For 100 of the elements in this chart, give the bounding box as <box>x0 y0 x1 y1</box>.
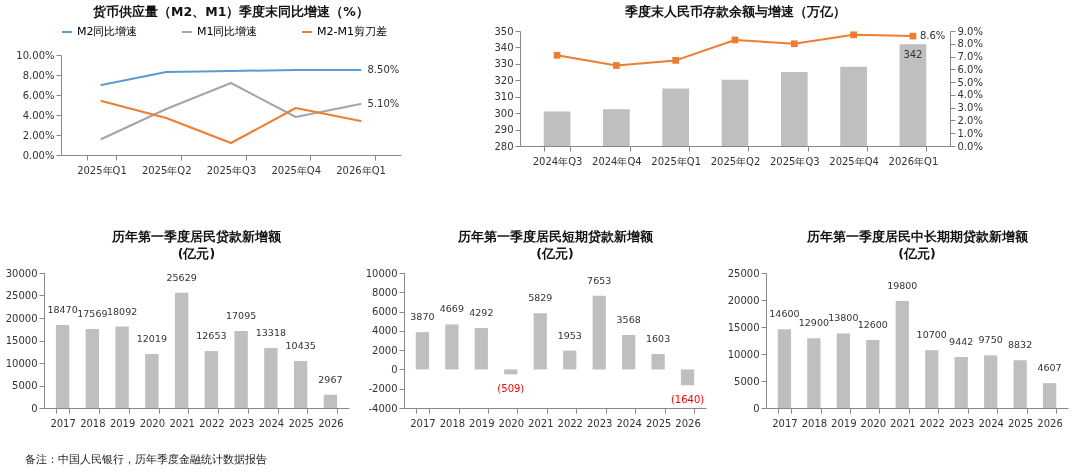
data-label: 9750 <box>978 334 1003 346</box>
x-tick-label: 2026 <box>318 417 344 429</box>
data-label: 12900 <box>798 317 829 329</box>
bar <box>1013 360 1027 408</box>
y-tick-label: 8000 <box>372 286 398 298</box>
x-tick-label: 2025年Q3 <box>769 155 820 167</box>
chart-title: 历年第一季度居民短期贷款新增额 (亿元) <box>456 228 654 261</box>
data-label: 17095 <box>226 310 257 322</box>
x-tick-label: 2025年Q1 <box>77 164 127 176</box>
bar <box>204 351 219 408</box>
data-label: 13800 <box>828 312 859 324</box>
bar <box>954 357 968 408</box>
x-tick-label: 2017 <box>772 417 798 429</box>
y2-tick-label: 5.0% <box>957 76 983 88</box>
x-tick-label: 2024 <box>258 417 285 429</box>
data-label: 19800 <box>887 280 918 292</box>
line-series <box>100 69 362 86</box>
data-label: 7653 <box>587 274 612 286</box>
x-tick-label: 2023 <box>228 417 255 429</box>
bar <box>680 369 695 386</box>
bar <box>55 324 70 408</box>
bar <box>563 350 577 370</box>
line-series <box>100 82 362 140</box>
x-tick-label: 2025年Q3 <box>206 164 257 176</box>
x-tick-label: 2024年Q3 <box>532 155 583 167</box>
point <box>850 31 857 39</box>
y-tick-label: 350 <box>494 25 514 37</box>
data-label: 12019 <box>136 332 167 344</box>
bar <box>895 301 909 408</box>
chart-title: 季度末人民币存款余额与增速（万亿） <box>623 3 846 19</box>
x-tick-label: 2017 <box>410 417 436 429</box>
y-tick-label: 30000 <box>5 267 38 279</box>
y2-tick-label: 2.0% <box>957 114 983 126</box>
y-tick-label: 15000 <box>5 335 38 346</box>
chart-title: 历年第一季度居民贷款新增额 (亿元) <box>111 228 282 261</box>
y-tick-label: 320 <box>494 74 514 86</box>
bar <box>323 394 338 408</box>
y-tick-label: 15000 <box>727 321 760 333</box>
data-label: 3568 <box>616 314 641 326</box>
data-label: 18092 <box>106 305 138 317</box>
bar <box>474 328 488 370</box>
bar <box>622 335 636 370</box>
data-label: 1953 <box>557 329 582 341</box>
x-tick-label: 2025年Q2 <box>141 164 192 176</box>
y-tick-label: 340 <box>494 41 514 53</box>
data-label: 4669 <box>439 303 464 315</box>
y-tick-label: 10.00% <box>16 49 55 61</box>
bar <box>651 353 665 370</box>
line-series <box>100 100 362 144</box>
x-tick-label: 2025年Q2 <box>710 155 761 167</box>
bar <box>445 324 459 370</box>
data-label: 8.6% <box>919 30 946 42</box>
data-label: 4607 <box>1037 362 1062 374</box>
x-tick-label: 2022 <box>199 417 225 429</box>
x-tick-label: 2023 <box>948 417 975 429</box>
bar <box>866 339 880 408</box>
data-label: 25629 <box>166 271 197 283</box>
x-tick-label: 2021 <box>890 417 916 429</box>
x-tick-label: 2025 <box>288 417 314 429</box>
y-tick-label: 25000 <box>5 290 38 301</box>
x-tick-label: 2018 <box>801 417 828 429</box>
chart-title: 货币供应量（M2、M1）季度末同比增速（%） <box>92 3 369 19</box>
y-tick-label: 300 <box>494 107 514 119</box>
bar <box>234 331 248 408</box>
y-tick-label: 0.00% <box>22 149 55 161</box>
x-tick-label: 2021 <box>528 417 554 429</box>
y-tick-label: 0 <box>391 363 398 375</box>
y-tick-label: 10000 <box>365 267 398 279</box>
data-label: 9442 <box>949 336 974 348</box>
text: 备注：中国人民银行，历年季度金融统计数据报告 <box>25 452 267 467</box>
x-tick-label: 2019 <box>469 417 495 429</box>
bar <box>415 332 430 370</box>
x-tick-label: 2018 <box>439 417 466 429</box>
y2-tick-label: 8.0% <box>957 38 983 50</box>
bar <box>85 328 100 408</box>
legend-label: M2-M1剪刀差 <box>317 25 387 38</box>
x-tick-label: 2019 <box>109 417 136 429</box>
y2-tick-label: 1.0% <box>957 127 983 139</box>
y-tick-label: 6000 <box>372 306 398 318</box>
y-tick-label: 5000 <box>12 380 38 391</box>
bar <box>777 329 792 408</box>
x-tick-label: 2025年Q4 <box>829 155 879 167</box>
data-label: 5829 <box>528 292 553 304</box>
x-tick-label: 2023 <box>586 417 613 429</box>
y-tick-label: -4000 <box>368 402 398 414</box>
bar <box>264 348 278 408</box>
data-label: 5.10% <box>367 98 400 109</box>
y-tick-label: 2.00% <box>22 129 55 141</box>
data-label: 3870 <box>410 311 435 323</box>
bar <box>174 292 189 408</box>
x-tick-label: 2020 <box>139 417 166 429</box>
y-tick-label: 2000 <box>372 344 398 356</box>
y-tick-label: 0 <box>753 402 760 414</box>
point <box>790 40 798 48</box>
y-tick-label: 6.00% <box>22 89 55 101</box>
point <box>613 62 620 69</box>
y-tick-label: 290 <box>494 124 514 136</box>
y-tick-label: 8.00% <box>22 69 55 81</box>
data-label: 8.50% <box>367 64 400 75</box>
bar <box>533 313 547 370</box>
